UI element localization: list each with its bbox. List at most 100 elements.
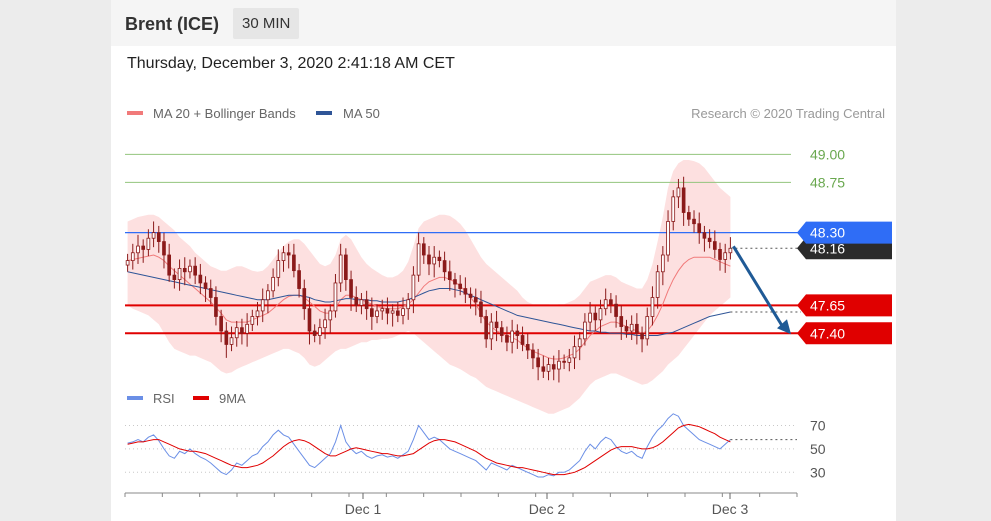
candle-body [702,232,707,239]
pivot-tag [797,221,892,244]
ma50-legend-swatch [316,111,332,115]
candle-body [271,276,275,292]
candle-body [224,330,229,345]
candle-body [479,301,483,317]
bollinger-band-area [127,160,731,414]
rsi-tick-label: 70 [810,418,826,434]
candle-body [318,327,322,336]
ma9-legend-label: 9MA [219,391,246,406]
support-2-label: 47.40 [810,325,845,341]
support-1-tag [797,294,892,317]
candle-body [406,299,411,310]
candle-body [484,316,488,340]
candle-body [250,316,255,325]
candle-body [629,323,634,332]
candle-body [286,252,291,256]
ma9-legend-swatch [193,396,209,400]
candle-body [499,327,504,336]
candle-body [661,254,665,273]
candle-body [572,346,577,359]
candle-body [229,337,234,345]
rsi-legend: RSI 9MA [127,391,246,406]
candle-body [416,243,421,276]
candle-body [323,319,327,329]
candle-body [588,312,592,323]
candle-body [624,326,629,332]
ma50-line [127,271,731,336]
timestamp: Thursday, December 3, 2020 2:41:18 AM CE… [127,55,455,72]
resistance-2-label: 49.00 [810,146,845,162]
chart-canvas: MA 20 + Bollinger Bands MA 50 Research ©… [124,106,892,517]
candle-body [598,308,603,321]
ma20-legend-label: MA 20 + Bollinger Bands [153,106,296,121]
forecast-arrow-shaft [732,245,785,329]
candle-body [614,303,618,317]
candle-body [198,274,203,284]
candle-body [281,252,286,261]
x-tick-label: Dec 3 [712,501,749,517]
rsi-legend-swatch [127,396,143,400]
candle-body [718,249,722,260]
candle-body [188,265,192,273]
candle-body [676,187,681,198]
candle-body [203,282,208,289]
last-price-label: 48.16 [810,240,845,256]
candle-body [359,299,364,306]
candle-body [421,243,426,256]
candle-body [260,299,265,312]
x-tick-label: Dec 2 [529,501,566,517]
candle-body [354,297,359,306]
rsi-tick-label: 30 [810,464,826,480]
candle-body [453,279,457,285]
candle-body [728,247,733,254]
forecast-arrow-head [777,319,791,335]
candle-body [520,335,525,345]
chart-card: Brent (ICE) 30 MIN Thursday, December 3,… [111,0,896,521]
rsi-legend-label: RSI [153,391,175,406]
candle-body [551,364,556,370]
candle-body [707,237,712,242]
x-axis: Dec 1 Dec 2 Dec 3 [124,492,798,517]
candle-body [130,252,135,261]
candle-body [146,237,151,250]
candle-body [593,312,598,321]
price-plot [125,153,801,414]
candle-body [494,321,499,329]
ma50-legend-label: MA 50 [343,106,380,121]
candle-body [531,349,535,359]
candle-body [645,316,650,340]
candle-body [375,310,379,317]
candle-body [687,212,691,220]
candle-body [167,254,171,276]
candle-body [193,265,197,276]
candle-body [536,357,540,368]
candle-body [136,245,140,254]
candle-body [619,316,624,327]
candle-body [385,308,390,314]
interval-button[interactable]: 30 MIN [233,8,300,39]
candle-body [525,344,530,351]
candle-body [364,299,369,310]
candle-body [219,316,223,332]
candle-body [666,221,670,256]
candle-body [692,218,696,225]
candle-body [333,282,338,312]
candle-body [255,310,260,317]
support-1-label: 47.65 [810,297,845,313]
candle-body [125,260,130,266]
rsi-plot: 70 50 30 [125,413,826,480]
candle-body [411,274,416,301]
candle-body [505,335,509,343]
support-2-tag [797,322,892,345]
candle-body [468,293,473,298]
main-legend: MA 20 + Bollinger Bands MA 50 Research ©… [127,106,885,121]
candle-body [172,274,177,280]
candle-body [681,187,686,213]
candle-body [162,241,166,256]
candle-body [302,288,307,310]
candle-body [328,310,333,321]
copyright-text: Research © 2020 Trading Central [691,106,885,121]
candle-body [473,297,478,303]
candle-body [510,330,514,343]
candle-body [635,323,639,334]
